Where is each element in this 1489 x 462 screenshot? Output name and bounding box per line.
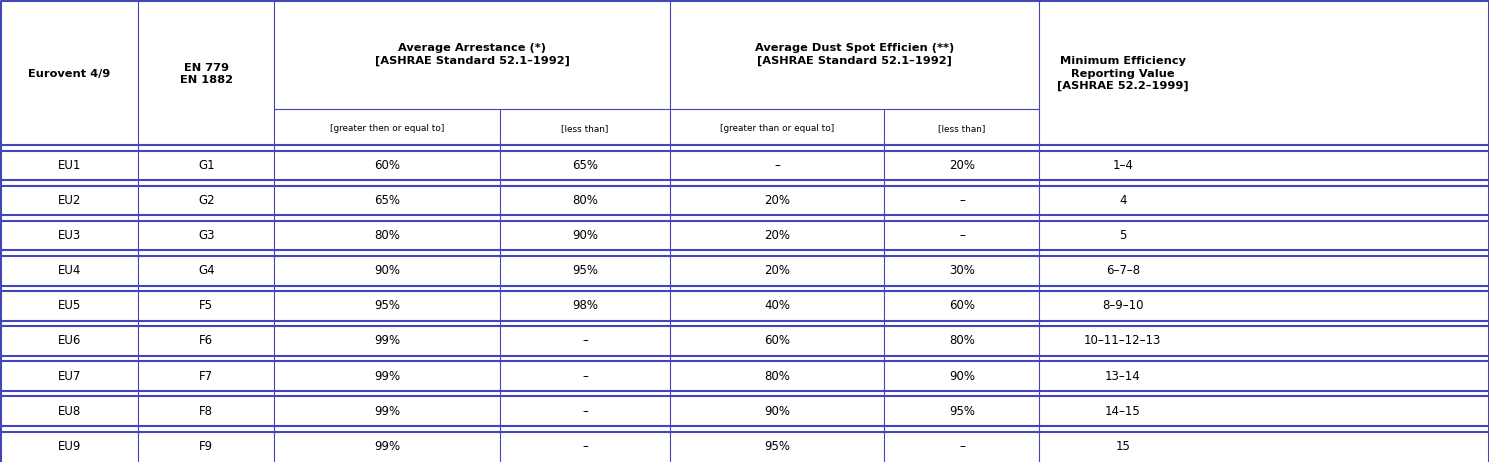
Text: –: – xyxy=(582,334,588,347)
Text: –: – xyxy=(582,370,588,383)
Text: 40%: 40% xyxy=(764,299,791,312)
Text: 20%: 20% xyxy=(764,194,791,207)
Text: 80%: 80% xyxy=(572,194,599,207)
Text: 80%: 80% xyxy=(764,370,791,383)
Text: 6–7–8: 6–7–8 xyxy=(1106,264,1139,277)
Text: 1–4: 1–4 xyxy=(1112,159,1133,172)
Text: EU6: EU6 xyxy=(58,334,80,347)
Text: EU2: EU2 xyxy=(58,194,80,207)
Text: G3: G3 xyxy=(198,229,214,242)
Text: 5: 5 xyxy=(1120,229,1126,242)
Text: Average Arrestance (*)
[ASHRAE Standard 52.1–1992]: Average Arrestance (*) [ASHRAE Standard … xyxy=(375,43,569,66)
Text: 8–9–10: 8–9–10 xyxy=(1102,299,1144,312)
Text: EU4: EU4 xyxy=(58,264,80,277)
Text: 90%: 90% xyxy=(572,229,599,242)
Text: 20%: 20% xyxy=(764,229,791,242)
Text: 99%: 99% xyxy=(374,370,401,383)
Text: –: – xyxy=(959,440,965,453)
Text: 98%: 98% xyxy=(572,299,599,312)
Text: 60%: 60% xyxy=(948,299,975,312)
Text: 90%: 90% xyxy=(948,370,975,383)
Text: 4: 4 xyxy=(1118,194,1127,207)
Text: [greater than or equal to]: [greater than or equal to] xyxy=(721,124,834,133)
Text: 65%: 65% xyxy=(374,194,401,207)
Text: EU5: EU5 xyxy=(58,299,80,312)
Text: F8: F8 xyxy=(200,405,213,418)
Text: 95%: 95% xyxy=(948,405,975,418)
Text: Eurovent 4/9: Eurovent 4/9 xyxy=(28,69,110,79)
Text: EN 779
EN 1882: EN 779 EN 1882 xyxy=(180,63,232,85)
Text: EU9: EU9 xyxy=(58,440,80,453)
Text: 99%: 99% xyxy=(374,405,401,418)
Text: 90%: 90% xyxy=(764,405,791,418)
Text: Average Dust Spot Efficien (**)
[ASHRAE Standard 52.1–1992]: Average Dust Spot Efficien (**) [ASHRAE … xyxy=(755,43,954,66)
Text: F7: F7 xyxy=(200,370,213,383)
Text: 14–15: 14–15 xyxy=(1105,405,1141,418)
Text: EU7: EU7 xyxy=(58,370,80,383)
Text: 65%: 65% xyxy=(572,159,599,172)
Text: [less than]: [less than] xyxy=(938,124,986,133)
Text: 99%: 99% xyxy=(374,440,401,453)
Text: G4: G4 xyxy=(198,264,214,277)
Text: G2: G2 xyxy=(198,194,214,207)
Text: F6: F6 xyxy=(200,334,213,347)
Text: 95%: 95% xyxy=(374,299,401,312)
Text: 60%: 60% xyxy=(374,159,401,172)
Text: 15: 15 xyxy=(1115,440,1130,453)
Text: 20%: 20% xyxy=(764,264,791,277)
Text: [greater then or equal to]: [greater then or equal to] xyxy=(331,124,444,133)
Text: F9: F9 xyxy=(200,440,213,453)
Text: EU8: EU8 xyxy=(58,405,80,418)
Text: –: – xyxy=(959,229,965,242)
Text: 80%: 80% xyxy=(948,334,975,347)
Text: 13–14: 13–14 xyxy=(1105,370,1141,383)
Text: 30%: 30% xyxy=(948,264,975,277)
Text: EU1: EU1 xyxy=(58,159,80,172)
Text: Minimum Efficiency
Reporting Value
[ASHRAE 52.2–1999]: Minimum Efficiency Reporting Value [ASHR… xyxy=(1057,56,1188,91)
Text: 80%: 80% xyxy=(374,229,401,242)
Text: –: – xyxy=(774,159,780,172)
Text: 60%: 60% xyxy=(764,334,791,347)
Text: 20%: 20% xyxy=(948,159,975,172)
Text: [less than]: [less than] xyxy=(561,124,609,133)
Text: G1: G1 xyxy=(198,159,214,172)
Text: EU3: EU3 xyxy=(58,229,80,242)
Text: –: – xyxy=(582,405,588,418)
Text: 95%: 95% xyxy=(572,264,599,277)
Text: 90%: 90% xyxy=(374,264,401,277)
Text: F5: F5 xyxy=(200,299,213,312)
Text: 95%: 95% xyxy=(764,440,791,453)
Text: 10–11–12–13: 10–11–12–13 xyxy=(1084,334,1161,347)
Text: –: – xyxy=(582,440,588,453)
Text: –: – xyxy=(959,194,965,207)
Text: 99%: 99% xyxy=(374,334,401,347)
